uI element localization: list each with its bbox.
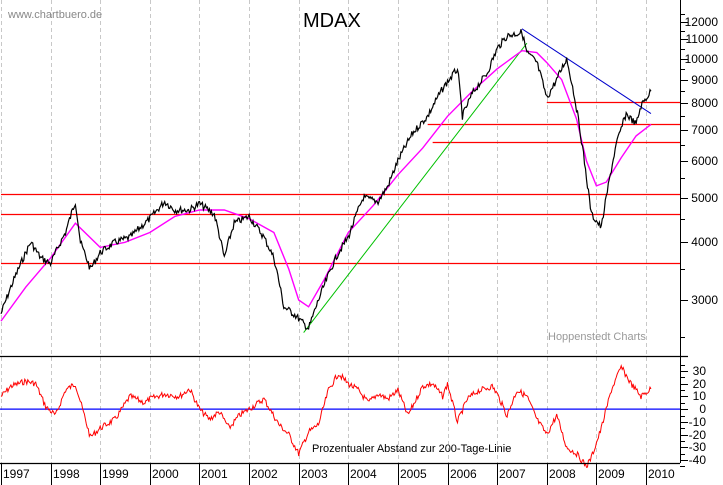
watermark: www.chartbuero.de [8, 9, 103, 21]
main-y-tick-label: 6000 [691, 154, 718, 168]
lower-y-tick-label: 0 [699, 402, 706, 417]
downtrend-line [521, 28, 652, 115]
main-y-tick-label: 3000 [691, 293, 718, 307]
uptrend-line [303, 42, 528, 333]
x-tick-label: 2003 [301, 467, 328, 481]
x-tick-label: 2010 [648, 467, 675, 481]
lower-y-tick-label: -20 [688, 427, 706, 442]
x-tick-label: 1998 [53, 467, 80, 481]
main-y-tick-label: 8000 [691, 96, 718, 111]
lower-y-tick-label: 10 [692, 389, 706, 404]
lower-y-tick-label: -40 [688, 453, 706, 467]
main-y-tick-label: 5000 [691, 190, 718, 205]
lower-y-tick-label: 20 [692, 376, 706, 391]
x-tick-label: 2009 [598, 467, 625, 481]
chart-title: MDAX [303, 10, 361, 32]
x-tick-label: 2000 [152, 467, 179, 481]
lower-y-tick-label: -30 [688, 440, 706, 455]
x-tick-label: 2007 [499, 467, 526, 481]
oscillator-line [0, 364, 652, 468]
x-tick-label: 2008 [549, 467, 576, 481]
x-tick-label: 2006 [450, 467, 477, 481]
main-y-tick-label: 7000 [691, 123, 718, 138]
x-tick-label: 1999 [102, 467, 129, 481]
lower-y-tick-label: 30 [692, 364, 706, 378]
main-y-tick-label: 4000 [691, 235, 718, 250]
main-y-tick-label: 9000 [691, 72, 718, 87]
oscillator-caption: Prozentualer Abstand zur 200-Tage-Linie [312, 443, 512, 455]
x-tick-label: 2001 [201, 467, 228, 481]
chart-credit: Hoppenstedt Charts [548, 331, 646, 343]
main-y-tick-label: 12000 [684, 15, 718, 29]
x-tick-label: 2004 [350, 467, 377, 481]
x-tick-label: 2002 [251, 467, 278, 481]
main-y-tick-label: 10000 [684, 51, 718, 66]
main-y-tick-label: 11000 [685, 32, 718, 47]
x-tick-label: 1997 [3, 467, 30, 481]
lower-y-tick-label: -10 [688, 414, 706, 429]
x-tick-label: 2005 [400, 467, 427, 481]
price-line [0, 29, 652, 330]
